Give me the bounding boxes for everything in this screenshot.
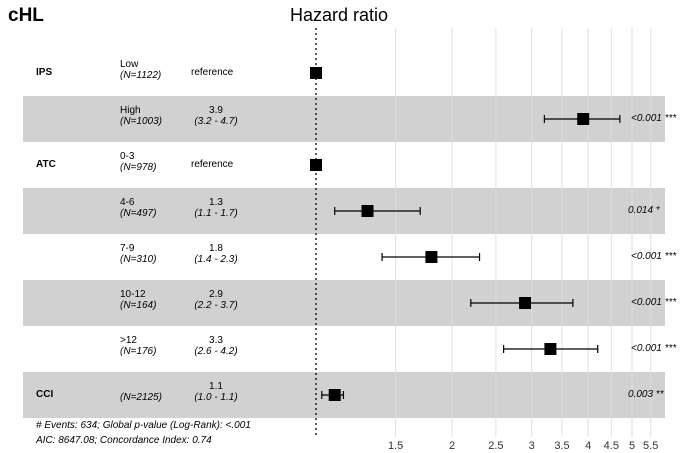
ci-label: (1.1 - 1.7)	[194, 208, 238, 219]
n-label: (N=164)	[120, 300, 157, 311]
hr-marker	[544, 343, 557, 355]
level-label: 10-12	[120, 289, 146, 300]
hr-marker	[425, 251, 438, 263]
estimate-label: 3.3	[209, 335, 223, 346]
level-label: 0-3	[120, 151, 135, 162]
variable-label: ATC	[36, 159, 56, 170]
footer-events: # Events: 634; Global p-value (Log-Rank)…	[36, 420, 251, 431]
hr-marker	[328, 389, 341, 401]
reference-label: reference	[191, 67, 234, 78]
p-value: <0.001 ***	[631, 251, 677, 262]
level-label: 7-9	[120, 243, 135, 254]
hr-marker	[519, 297, 532, 309]
n-label: (N=2125)	[120, 392, 162, 403]
x-tick-label: 4	[585, 440, 592, 452]
hr-marker	[577, 113, 590, 125]
ci-label: (2.6 - 4.2)	[194, 346, 238, 357]
chart-title: Hazard ratio	[290, 5, 389, 25]
footer-aic: AIC: 8647.08; Concordance Index: 0.74	[36, 435, 212, 446]
p-value: <0.001 ***	[631, 343, 677, 354]
ci-label: (1.0 - 1.1)	[194, 392, 238, 403]
x-tick-label: 4.5	[603, 440, 619, 452]
n-label: (N=978)	[120, 162, 157, 173]
level-label: >12	[120, 335, 137, 346]
hr-marker	[310, 67, 322, 79]
n-label: (N=176)	[120, 346, 157, 357]
estimate-label: 1.3	[209, 197, 223, 208]
x-tick-label: 2	[449, 440, 456, 452]
estimate-label: 2.9	[209, 289, 223, 300]
variable-label: CCI	[36, 389, 54, 400]
reference-label: reference	[191, 159, 234, 170]
p-value: 0.014 *	[628, 205, 660, 216]
panel-title: cHL	[8, 5, 44, 26]
n-label: (N=497)	[120, 208, 157, 219]
hr-marker	[310, 159, 322, 171]
x-tick-label: 2.5	[488, 440, 504, 452]
ci-label: (1.4 - 2.3)	[194, 254, 238, 265]
p-value: <0.001 ***	[631, 297, 677, 308]
ci-label: (3.2 - 4.7)	[194, 116, 238, 127]
hr-marker	[361, 205, 374, 217]
x-tick-label: 1.5	[387, 440, 404, 452]
x-tick-label: 3.5	[554, 440, 570, 452]
level-label: 4-6	[120, 197, 135, 208]
n-label: (N=1122)	[120, 70, 162, 81]
variable-label: IPS	[36, 67, 53, 78]
level-label: Low	[120, 59, 139, 70]
n-label: (N=1003)	[120, 116, 162, 127]
estimate-label: 3.9	[209, 105, 223, 116]
x-tick-label: 5.5	[643, 440, 659, 452]
level-label: High	[120, 105, 141, 116]
x-tick-label: 5	[628, 440, 636, 452]
p-value: <0.001 ***	[631, 113, 677, 124]
p-value: 0.003 **	[628, 389, 664, 400]
estimate-label: 1.8	[209, 243, 223, 254]
ci-label: (2.2 - 3.7)	[194, 300, 238, 311]
n-label: (N=310)	[120, 254, 157, 265]
estimate-label: 1.1	[209, 381, 223, 392]
x-tick-label: 3	[528, 440, 535, 452]
